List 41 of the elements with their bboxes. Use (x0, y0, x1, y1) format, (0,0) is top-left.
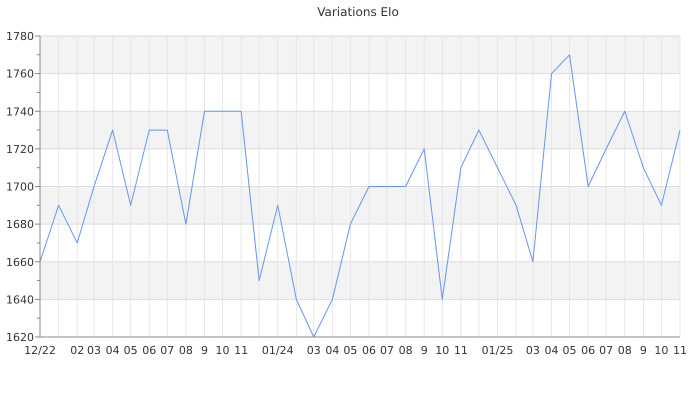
x-tick-label: 03 (306, 344, 321, 357)
y-tick-label: 1760 (6, 68, 34, 81)
x-tick-label: 10 (216, 344, 230, 357)
x-tick-label: 9 (420, 344, 428, 357)
x-tick-label: 9 (640, 344, 647, 357)
y-tick-label: 1640 (6, 293, 34, 306)
x-tick-label: 11 (673, 344, 687, 357)
x-tick-label: 10 (654, 344, 668, 357)
x-tick-label: 12/22 (24, 344, 56, 357)
x-tick-label: 10 (435, 344, 450, 357)
x-tick-label: 04 (106, 344, 120, 357)
x-tick-label: 04 (325, 344, 340, 357)
x-tick-label: 06 (142, 344, 156, 357)
y-tick-label: 1700 (6, 180, 34, 194)
y-tick-label: 1720 (6, 142, 34, 156)
x-tick-label: 11 (454, 344, 468, 357)
x-tick-label: 01/24 (262, 344, 294, 357)
x-tick-label: 08 (398, 344, 413, 357)
x-tick-label: 04 (544, 344, 559, 357)
x-tick-label: 07 (599, 344, 614, 357)
x-tick-label: 08 (618, 344, 632, 357)
x-tick-label: 02 (70, 344, 84, 357)
x-tick-label: 03 (526, 344, 540, 357)
x-tick-label: 03 (87, 344, 102, 357)
y-tick-label: 1780 (6, 30, 34, 43)
chart-title: Variations Elo (317, 5, 399, 19)
y-tick-label: 1740 (6, 105, 34, 118)
x-tick-label: 9 (201, 344, 208, 357)
x-tick-label: 08 (178, 344, 193, 357)
y-tick-label: 1660 (6, 256, 34, 269)
x-tick-label: 07 (380, 344, 394, 357)
x-tick-label: 06 (362, 344, 376, 357)
x-tick-label: 01/25 (482, 344, 514, 357)
y-tick-label: 1620 (6, 331, 34, 344)
x-tick-label: 11 (234, 344, 248, 357)
x-tick-label: 07 (160, 344, 174, 357)
y-tick-label: 1680 (6, 218, 34, 232)
x-tick-label: 05 (124, 344, 138, 357)
x-tick-label: 05 (343, 344, 358, 357)
x-tick-label: 05 (562, 344, 577, 357)
x-tick-label: 06 (581, 344, 596, 357)
